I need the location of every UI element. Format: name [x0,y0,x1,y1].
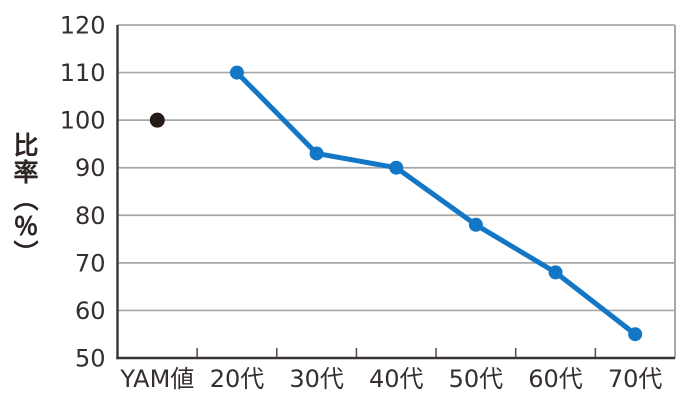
data-point [548,265,563,280]
y-tick-label: 120 [60,12,106,40]
y-tick-label: 60 [75,297,106,325]
y-tick-label: 110 [60,59,106,87]
data-line [234,70,638,337]
x-tick-label: 20代 [210,365,265,393]
y-tick-label: 100 [60,107,106,135]
x-tick-label: 50代 [449,365,504,393]
data-point [468,217,483,232]
x-tick-label: 70代 [608,365,663,393]
data-point [389,160,404,175]
y-tick-label: 50 [75,345,106,373]
y-tick-label: 80 [75,202,106,230]
reference-point [149,112,165,128]
data-point [229,65,244,80]
y-axis-title: 比率（％） [10,132,39,267]
x-tick-label: 40代 [369,365,424,393]
x-tick-label: YAM値 [119,365,194,393]
x-tick-label: 60代 [528,365,583,393]
y-tick-label: 90 [75,154,106,182]
x-tick-label: 30代 [289,365,344,393]
data-point [309,146,324,161]
y-tick-label: 70 [75,249,106,277]
data-point [628,327,643,342]
